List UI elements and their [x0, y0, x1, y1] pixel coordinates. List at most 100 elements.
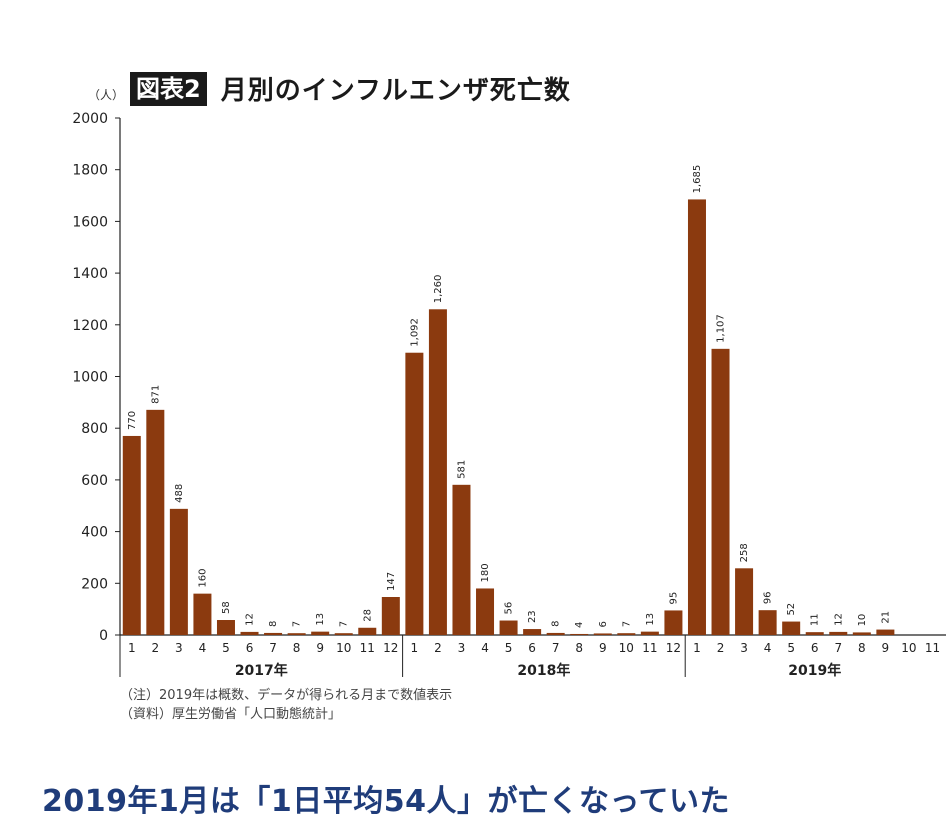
bar-value-label: 7 — [292, 621, 303, 627]
bar-value-label: 95 — [668, 592, 679, 605]
x-tick-label: 6 — [246, 641, 254, 655]
bar-value-label: 11 — [810, 613, 821, 626]
bar-value-label: 1,092 — [409, 318, 420, 347]
bar-value-label: 8 — [268, 621, 279, 627]
data-bar — [711, 348, 730, 635]
bar-chart: 0200400600800100012001400160018002000177… — [72, 111, 946, 679]
x-tick-label: 5 — [505, 641, 513, 655]
data-bar — [782, 621, 801, 635]
x-tick-label: 11 — [642, 641, 657, 655]
data-bar — [193, 593, 212, 635]
x-tick-label: 6 — [811, 641, 819, 655]
y-tick-label: 1600 — [72, 214, 108, 230]
bar-value-label: 1,685 — [692, 165, 703, 194]
y-tick-label: 200 — [81, 576, 108, 592]
bar-value-label: 770 — [127, 411, 138, 430]
data-bar — [570, 633, 589, 635]
x-tick-label: 10 — [336, 641, 351, 655]
data-bar — [735, 568, 754, 635]
y-tick-label: 600 — [81, 473, 108, 489]
x-tick-label: 7 — [834, 641, 842, 655]
x-tick-label: 12 — [383, 641, 398, 655]
data-bar — [428, 309, 447, 635]
bar-value-label: 6 — [598, 621, 609, 627]
x-tick-label: 7 — [269, 641, 277, 655]
data-bar — [758, 610, 777, 635]
chart-notes: （注）2019年は概数、データが得られる月まで数値表示 （資料）厚生労働省「人口… — [120, 686, 452, 724]
y-tick-label: 400 — [81, 525, 108, 541]
data-bar — [146, 409, 165, 635]
bar-value-label: 12 — [833, 613, 844, 626]
y-tick-label: 1200 — [72, 318, 108, 334]
chart-header: 図表2 月別のインフルエンザ死亡数 — [130, 70, 571, 107]
article-headline: 2019年1月は「1日平均54人」が亡くなっていた — [42, 784, 730, 819]
x-tick-label: 10 — [901, 641, 916, 655]
data-bar — [122, 435, 141, 635]
bar-value-label: 13 — [645, 613, 656, 626]
data-bar — [546, 632, 565, 635]
data-bar — [216, 620, 235, 635]
bar-value-label: 28 — [362, 609, 373, 622]
year-group-label: 2019年 — [788, 662, 841, 679]
data-bar — [169, 508, 188, 635]
bar-value-label: 1,107 — [716, 314, 727, 343]
y-tick-label: 1400 — [72, 266, 108, 282]
chart-title: 月別のインフルエンザ死亡数 — [220, 76, 571, 106]
x-tick-label: 5 — [787, 641, 795, 655]
data-bar — [664, 610, 683, 635]
bar-value-label: 13 — [315, 613, 326, 626]
x-tick-label: 3 — [740, 641, 748, 655]
data-bar — [287, 633, 306, 635]
note-line: （注）2019年は概数、データが得られる月まで数値表示 — [120, 688, 453, 703]
data-bar — [334, 633, 353, 635]
bar-value-label: 871 — [150, 385, 161, 404]
x-tick-label: 2 — [717, 641, 725, 655]
y-tick-label: 800 — [81, 421, 108, 437]
x-tick-label: 11 — [360, 641, 375, 655]
y-tick-label: 1000 — [72, 370, 108, 386]
data-bar — [311, 631, 330, 635]
bar-value-label: 258 — [739, 543, 750, 562]
source-line: （資料）厚生労働省「人口動態統計」 — [120, 707, 342, 722]
data-bar — [876, 629, 895, 635]
bar-value-label: 180 — [480, 563, 491, 582]
y-tick-label: 2000 — [72, 111, 108, 127]
x-tick-label: 5 — [222, 641, 230, 655]
x-tick-label: 1 — [128, 641, 136, 655]
data-bar — [852, 632, 871, 635]
bar-value-label: 21 — [880, 611, 891, 624]
data-bar — [805, 632, 824, 635]
x-tick-label: 6 — [528, 641, 536, 655]
data-bar — [499, 620, 518, 635]
data-bar — [523, 629, 542, 635]
bar-value-label: 10 — [857, 614, 868, 627]
x-tick-label: 9 — [599, 641, 607, 655]
year-group-label: 2017年 — [235, 662, 288, 679]
x-tick-label: 10 — [619, 641, 634, 655]
y-tick-label: 0 — [99, 628, 108, 644]
bar-value-label: 12 — [245, 613, 256, 626]
data-bar — [405, 352, 424, 635]
bar-value-label: 1,260 — [433, 275, 444, 304]
chart-figure: （人） 図表2 月別のインフルエンザ死亡数 0 200 400 600 800 1000 1… — [72, 70, 946, 724]
bar-value-label: 160 — [197, 569, 208, 588]
data-bar — [617, 633, 636, 635]
x-tick-label: 8 — [858, 641, 866, 655]
x-tick-label: 4 — [199, 641, 207, 655]
data-bar — [381, 597, 400, 635]
x-tick-label: 9 — [316, 641, 324, 655]
x-tick-label: 11 — [925, 641, 940, 655]
y-tick-label: 1800 — [72, 163, 108, 179]
bar-value-label: 7 — [339, 621, 350, 627]
x-tick-label: 7 — [552, 641, 560, 655]
data-bar — [829, 631, 848, 635]
x-tick-label: 2 — [434, 641, 442, 655]
bar-value-label: 56 — [504, 602, 515, 615]
x-tick-label: 12 — [666, 641, 681, 655]
data-bar — [476, 588, 495, 635]
figure-number-badge: 図表2 — [130, 71, 207, 106]
data-bar — [640, 631, 659, 635]
x-tick-label: 4 — [481, 641, 489, 655]
y-axis-unit: （人） — [88, 88, 125, 102]
bar-value-label: 488 — [174, 484, 185, 503]
